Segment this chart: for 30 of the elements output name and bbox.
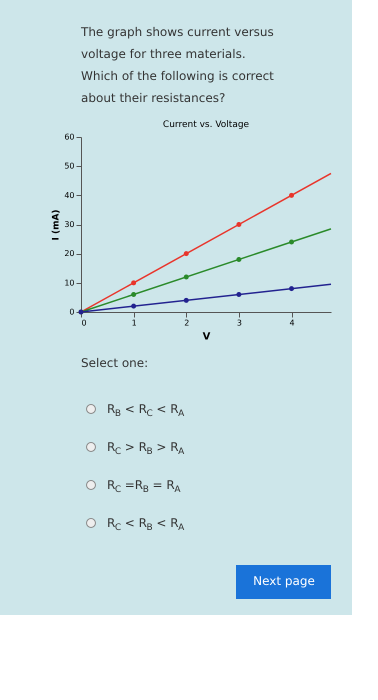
- point: [184, 298, 189, 303]
- point: [184, 251, 189, 256]
- y-tick-label: 10: [64, 278, 74, 288]
- y-tick-label: 60: [64, 132, 74, 142]
- x-tick-label: 1: [132, 318, 137, 328]
- text: The graph shows current versus voltage for three materials. Which of the following is correct about their resistances?: [80, 25, 274, 105]
- point: [236, 257, 242, 262]
- point: [184, 274, 189, 280]
- text: Select one:: [81, 356, 148, 370]
- y-tick-label: 50: [64, 162, 74, 171]
- point: [236, 222, 242, 227]
- point: [289, 240, 294, 244]
- point: [236, 292, 242, 297]
- x-tick-label: 3: [236, 318, 242, 328]
- x-tick-label: 2: [184, 318, 190, 328]
- point: [131, 304, 136, 309]
- y-tick-label: 0: [69, 308, 74, 316]
- x-tick-label: 0: [82, 318, 87, 328]
- y-axis-title: I (mA): [51, 209, 62, 241]
- y-tick-label: 40: [64, 190, 74, 200]
- x-tick-label: 4: [289, 318, 295, 328]
- chart-title: Current vs. Voltage: [162, 120, 250, 130]
- text: Next page: [253, 574, 315, 588]
- y-tick-label: 30: [64, 220, 74, 229]
- x-axis-title: V: [202, 332, 211, 342]
- point: [131, 280, 136, 286]
- point: [289, 192, 294, 198]
- y-tick-label: 20: [64, 249, 74, 258]
- point: [289, 286, 294, 292]
- point: [131, 292, 136, 297]
